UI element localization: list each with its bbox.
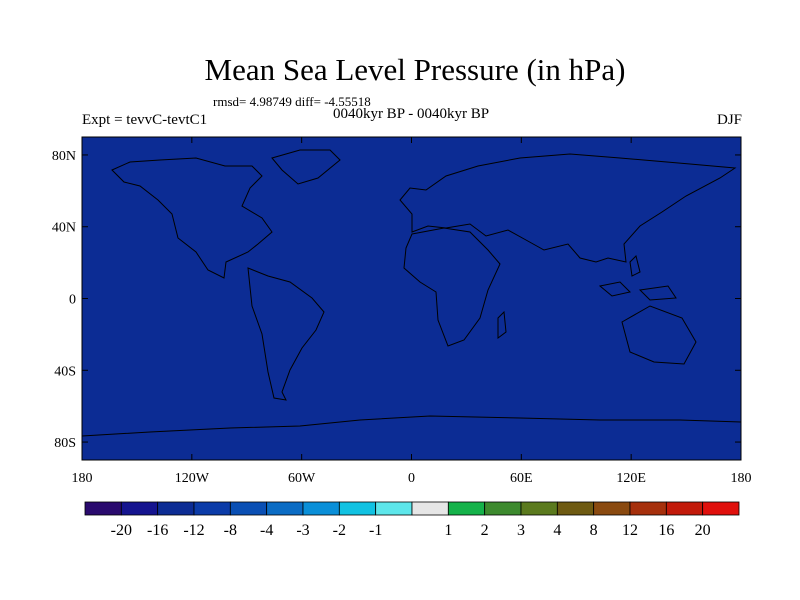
colorbar-swatch [484,501,522,516]
colorbar-swatch [447,501,486,516]
x-tick-label: 180 [731,471,752,486]
colorbar-swatch [593,501,631,516]
colorbar-label: -4 [260,522,273,539]
colorbar-label: 3 [517,522,525,539]
y-axis: 80N 40N 0 40S 80S [52,149,741,451]
colorbar-label: 20 [695,522,711,539]
season-label: DJF [716,112,742,128]
colorbar-label: -8 [224,522,237,539]
colorbar-label: -1 [369,522,382,539]
y-tick-label: 40N [52,221,76,236]
stats-text: rmsd= 4.98749 diff= -4.55518 [213,94,371,109]
colorbar-swatch [157,501,195,516]
colorbar: -20 -16 -12 -8 -4 -3 -2 -1 1 2 3 4 8 12 16 20 [84,501,740,539]
chart-title: Mean Sea Level Pressure (in hPa) [204,52,626,87]
colorbar-label: 16 [658,522,674,539]
x-tick-label: 120E [616,471,646,486]
colorbar-swatch [702,501,740,516]
x-tick-label: 60W [288,471,316,486]
x-axis: 180 120W 60W 0 60E 120E 180 [72,137,752,486]
colorbar-swatch [411,501,449,516]
experiment-label: Expt = tevvC-tevtC1 [82,112,208,128]
period-label: 0040kyr BP - 0040kyr BP [332,106,490,122]
y-tick-label: 40S [54,364,76,379]
colorbar-swatch [120,501,159,516]
colorbar-swatch [665,501,704,516]
colorbar-swatch [229,501,268,516]
colorbar-label: -3 [296,522,309,539]
y-tick-label: 0 [69,293,76,308]
colorbar-label: 12 [622,522,638,539]
colorbar-swatch [193,501,231,516]
colorbar-swatch [338,501,377,516]
pressure-field [82,137,741,460]
colorbar-swatch [266,501,304,516]
colorbar-label: -12 [183,522,204,539]
x-tick-label: 0 [408,471,415,486]
colorbar-swatch [520,501,558,516]
colorbar-label: 1 [444,522,452,539]
colorbar-swatch [84,501,122,516]
colorbar-label: -16 [147,522,168,539]
y-tick-label: 80S [54,436,76,451]
x-tick-label: 120W [175,471,210,486]
x-tick-label: 180 [72,471,93,486]
colorbar-label: 4 [553,522,561,539]
x-tick-label: 60E [510,471,533,486]
colorbar-swatch [375,501,413,516]
colorbar-swatch [302,501,340,516]
colorbar-label: 2 [481,522,489,539]
colorbar-label: -20 [111,522,132,539]
y-tick-label: 80N [52,149,76,164]
colorbar-swatch [629,501,667,516]
colorbar-label: -2 [333,522,346,539]
colorbar-label: 8 [590,522,598,539]
field-region-background [82,137,741,460]
coastlines [82,149,741,437]
colorbar-swatch [556,501,595,516]
